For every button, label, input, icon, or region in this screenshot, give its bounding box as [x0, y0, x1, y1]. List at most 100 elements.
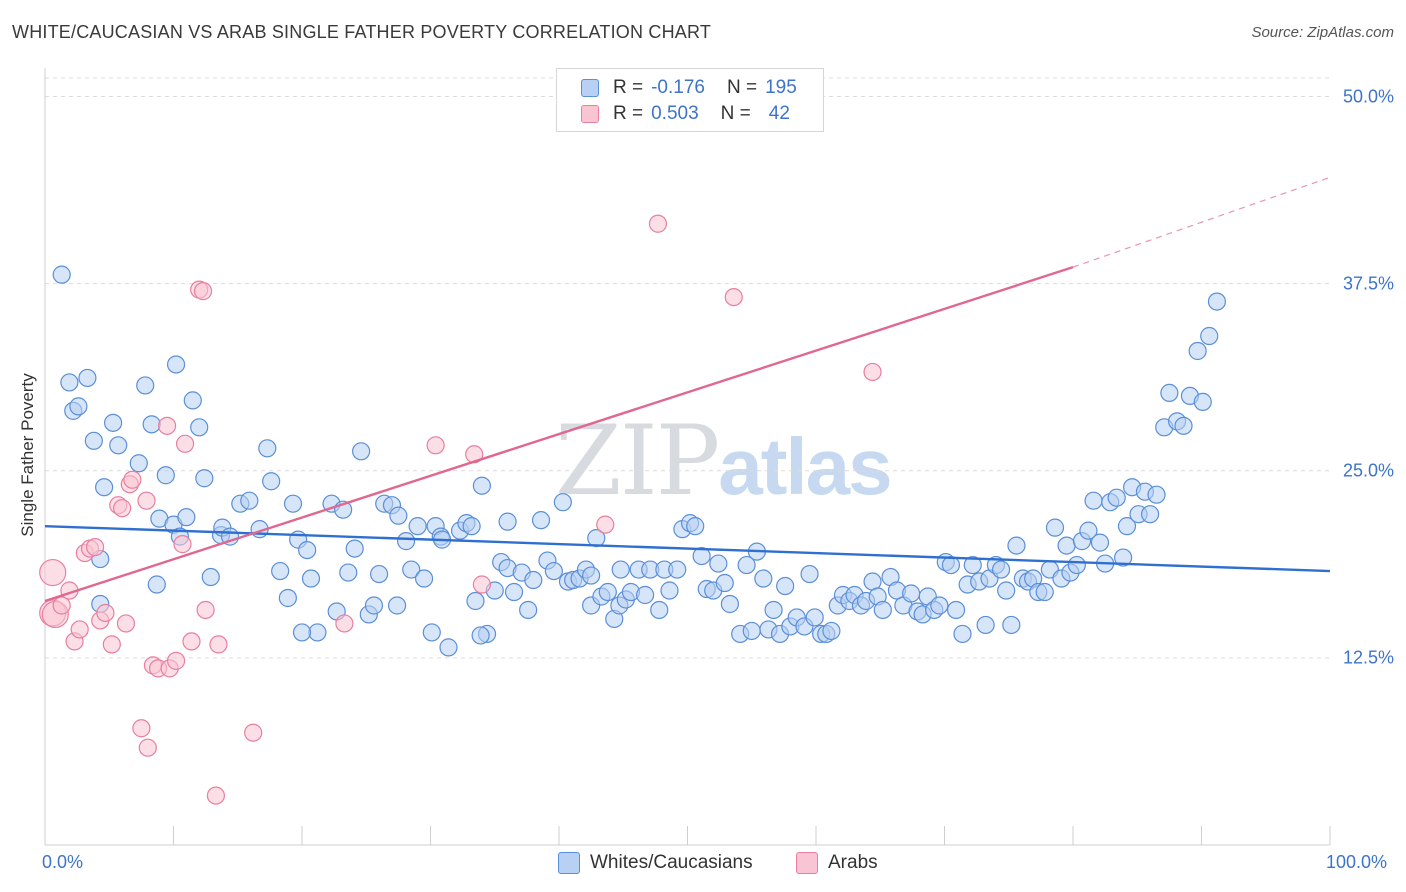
data-point — [901, 584, 921, 603]
data-point — [1079, 521, 1098, 540]
data-point — [387, 596, 407, 615]
data-point — [196, 600, 215, 620]
data-point — [1174, 416, 1193, 435]
watermark-atlas: atlas — [718, 422, 892, 511]
trend-line-extension-arabs — [1072, 176, 1331, 268]
series-legend-swatch-arabs — [796, 852, 818, 874]
data-point — [720, 594, 740, 614]
data-point — [519, 600, 538, 620]
data-point — [408, 517, 427, 536]
legend-r-label: R = — [613, 77, 644, 98]
series-legend-arabs: Arabs — [796, 852, 878, 874]
data-point — [157, 416, 177, 435]
data-point — [648, 214, 668, 233]
series-legend-label-whites: Whites/Caucasians — [590, 852, 753, 873]
data-point — [709, 554, 728, 573]
data-point — [166, 355, 186, 374]
data-point — [301, 569, 321, 588]
data-point — [193, 282, 213, 301]
data-point — [426, 436, 445, 455]
source-note: Source: ZipAtlas.com — [1251, 24, 1394, 41]
correlation-legend: R = -0.176 N = 195 R = 0.503 N = 42 — [556, 68, 824, 132]
data-point — [1067, 555, 1086, 575]
data-point — [1007, 536, 1026, 555]
y-tick-label: 12.5% — [1342, 647, 1394, 668]
data-point — [724, 287, 743, 307]
data-point — [953, 624, 972, 644]
data-point — [941, 555, 961, 575]
data-point — [1147, 485, 1166, 504]
data-point — [292, 623, 312, 642]
gridlines — [45, 77, 1330, 659]
data-point — [611, 560, 630, 579]
trend-layer — [44, 176, 1331, 603]
data-point — [422, 623, 441, 642]
data-point — [244, 723, 263, 742]
data-point — [60, 373, 79, 392]
legend-r-value-arabs: 0.503 — [651, 103, 699, 124]
data-point — [1002, 615, 1021, 635]
series-legend: Whites/Caucasians Arabs — [0, 852, 1406, 876]
data-point — [262, 472, 281, 491]
legend-row-arabs: R = 0.503 N = 42 — [581, 102, 790, 126]
data-point — [754, 569, 773, 588]
data-point — [52, 265, 71, 284]
data-point — [183, 391, 202, 410]
data-point — [78, 368, 97, 388]
series-legend-whites: Whites/Caucasians — [558, 852, 753, 874]
data-point — [175, 434, 195, 453]
data-point — [283, 494, 303, 513]
data-point — [39, 558, 67, 587]
data-point — [96, 603, 115, 623]
data-point — [1200, 326, 1219, 346]
data-point — [1117, 517, 1137, 536]
trend-line-whites — [44, 524, 1331, 573]
legend-n-value-whites: 195 — [765, 77, 797, 98]
data-point — [86, 537, 105, 557]
data-point — [997, 581, 1016, 600]
legend-r-label: R = — [613, 103, 644, 124]
legend-swatch-whites — [581, 79, 599, 97]
data-point — [278, 588, 297, 608]
watermark-zip: ZIP — [555, 405, 720, 517]
data-point — [142, 415, 161, 434]
data-point — [596, 515, 615, 534]
y-axis-label: Single Father Poverty — [18, 373, 37, 537]
data-point — [1188, 341, 1207, 361]
data-point — [504, 582, 524, 602]
data-point — [109, 436, 128, 455]
data-point — [863, 362, 882, 382]
axes — [44, 68, 1331, 846]
series-whites — [52, 265, 1227, 657]
data-point — [715, 573, 734, 593]
data-point — [414, 569, 434, 588]
data-point — [209, 635, 228, 654]
data-point — [822, 621, 841, 641]
data-point — [335, 614, 354, 633]
data-point — [182, 632, 201, 651]
data-point — [308, 623, 327, 642]
data-point — [112, 499, 132, 518]
data-point — [396, 532, 416, 551]
data-point — [439, 638, 458, 657]
data-point — [129, 454, 148, 473]
data-point — [1207, 292, 1227, 311]
series-layer — [39, 214, 1227, 805]
data-point — [69, 397, 88, 416]
data-point — [946, 600, 966, 620]
data-point — [156, 466, 175, 485]
data-point — [1057, 536, 1076, 555]
data-point — [553, 493, 572, 512]
data-point — [471, 626, 490, 645]
data-point — [84, 431, 103, 450]
data-point — [1035, 582, 1054, 602]
data-point — [352, 442, 371, 461]
data-point — [1114, 548, 1133, 567]
data-point — [116, 614, 136, 633]
data-point — [345, 539, 364, 558]
legend-swatch-arabs — [581, 105, 599, 123]
data-point — [963, 555, 982, 575]
data-point — [873, 600, 892, 620]
data-point — [800, 564, 819, 584]
